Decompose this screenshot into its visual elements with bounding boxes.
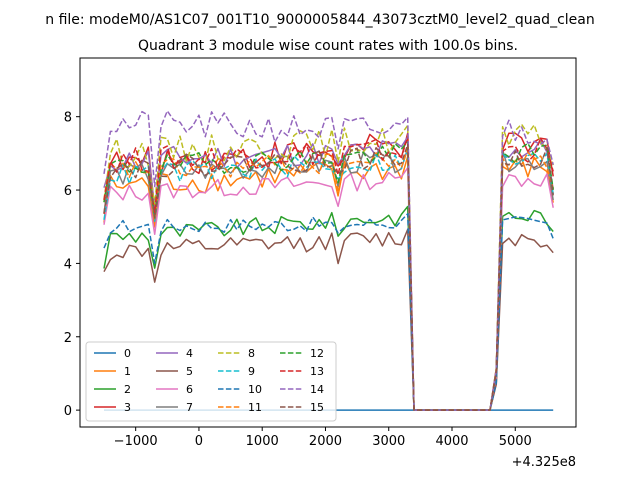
figure-suptitle: n file: modeM0/AS1C07_001T10_9000005844_… (45, 12, 594, 28)
x-tick-label: 5000 (499, 434, 532, 449)
legend-label-3: 3 (124, 401, 131, 414)
series-line-15 (103, 143, 554, 411)
x-tick-label: 4000 (435, 434, 468, 449)
y-tick-label: 0 (64, 404, 72, 419)
x-tick-label: 0 (195, 434, 203, 449)
legend-label-7: 7 (186, 401, 193, 414)
legend-label-4: 4 (186, 347, 193, 360)
y-tick-label: 8 (64, 111, 72, 126)
legend-label-15: 15 (310, 401, 324, 414)
legend-label-1: 1 (124, 365, 131, 378)
x-tick-label: −1000 (114, 434, 158, 449)
y-axis: 0 2 4 6 8 (64, 111, 80, 419)
series-line-9 (103, 147, 554, 411)
x-tick-label: 3000 (372, 434, 405, 449)
x-axis: −1000 0 1000 2000 3000 4000 5000 (114, 427, 532, 449)
x-tick-label: 2000 (309, 434, 342, 449)
legend-label-9: 9 (248, 365, 255, 378)
series-line-13 (103, 136, 554, 411)
legend-label-8: 8 (248, 347, 255, 360)
legend-label-5: 5 (186, 365, 193, 378)
legend-label-11: 11 (248, 401, 262, 414)
legend-label-12: 12 (310, 347, 324, 360)
legend-label-10: 10 (248, 383, 262, 396)
y-tick-label: 2 (64, 331, 72, 346)
legend-label-2: 2 (124, 383, 131, 396)
legend-box (85, 341, 337, 422)
legend-label-6: 6 (186, 383, 193, 396)
series-layer (103, 110, 554, 411)
y-tick-label: 4 (64, 257, 72, 272)
series-line-14 (103, 110, 554, 411)
x-tick-label: 1000 (246, 434, 279, 449)
chart-title: Quadrant 3 module wise count rates with … (138, 38, 518, 54)
axes-frame (79, 57, 577, 428)
legend-label-0: 0 (124, 347, 131, 360)
series-line-11 (103, 147, 554, 411)
y-tick-label: 6 (64, 184, 72, 199)
x-axis-offset-label: +4.325e8 (512, 455, 576, 470)
legend-label-13: 13 (310, 365, 324, 378)
series-line-8 (103, 123, 554, 411)
legend-label-14: 14 (310, 383, 324, 396)
